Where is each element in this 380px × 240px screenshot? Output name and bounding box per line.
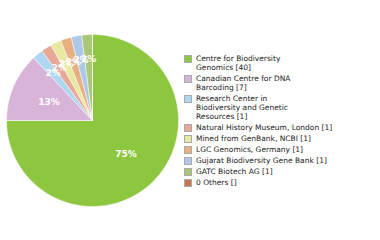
html-text:Canadian Centre for DNA Barcod: Canadian Centre for DNA Barcoding [7] — [196, 73, 291, 92]
svg-text:13%: 13% — [38, 97, 60, 107]
html-text:GATC Biotech AG [1]: GATC Biotech AG [1] — [196, 166, 273, 176]
html-text:Research Center in Biodiversit: Research Center in Biodiversity and Gene… — [196, 93, 288, 121]
svg-text:75%: 75% — [115, 149, 137, 159]
svg-text:2%: 2% — [81, 54, 96, 64]
html-text:Gujarat Biodiversity Gene Bank: Gujarat Biodiversity Gene Bank [1] — [196, 155, 327, 165]
html-text:Centre for Biodiversity Genomi: Centre for Biodiversity Genomics [40] — [196, 53, 281, 72]
html-text:Mined from GenBank, NCBI [1]: Mined from GenBank, NCBI [1] — [196, 133, 311, 143]
html-text:Natural History Museum, London: Natural History Museum, London [1] — [196, 122, 333, 132]
html-text:LGC Genomics, Germany [1]: LGC Genomics, Germany [1] — [196, 144, 304, 154]
html-text:0 Others []: 0 Others [] — [196, 177, 237, 187]
